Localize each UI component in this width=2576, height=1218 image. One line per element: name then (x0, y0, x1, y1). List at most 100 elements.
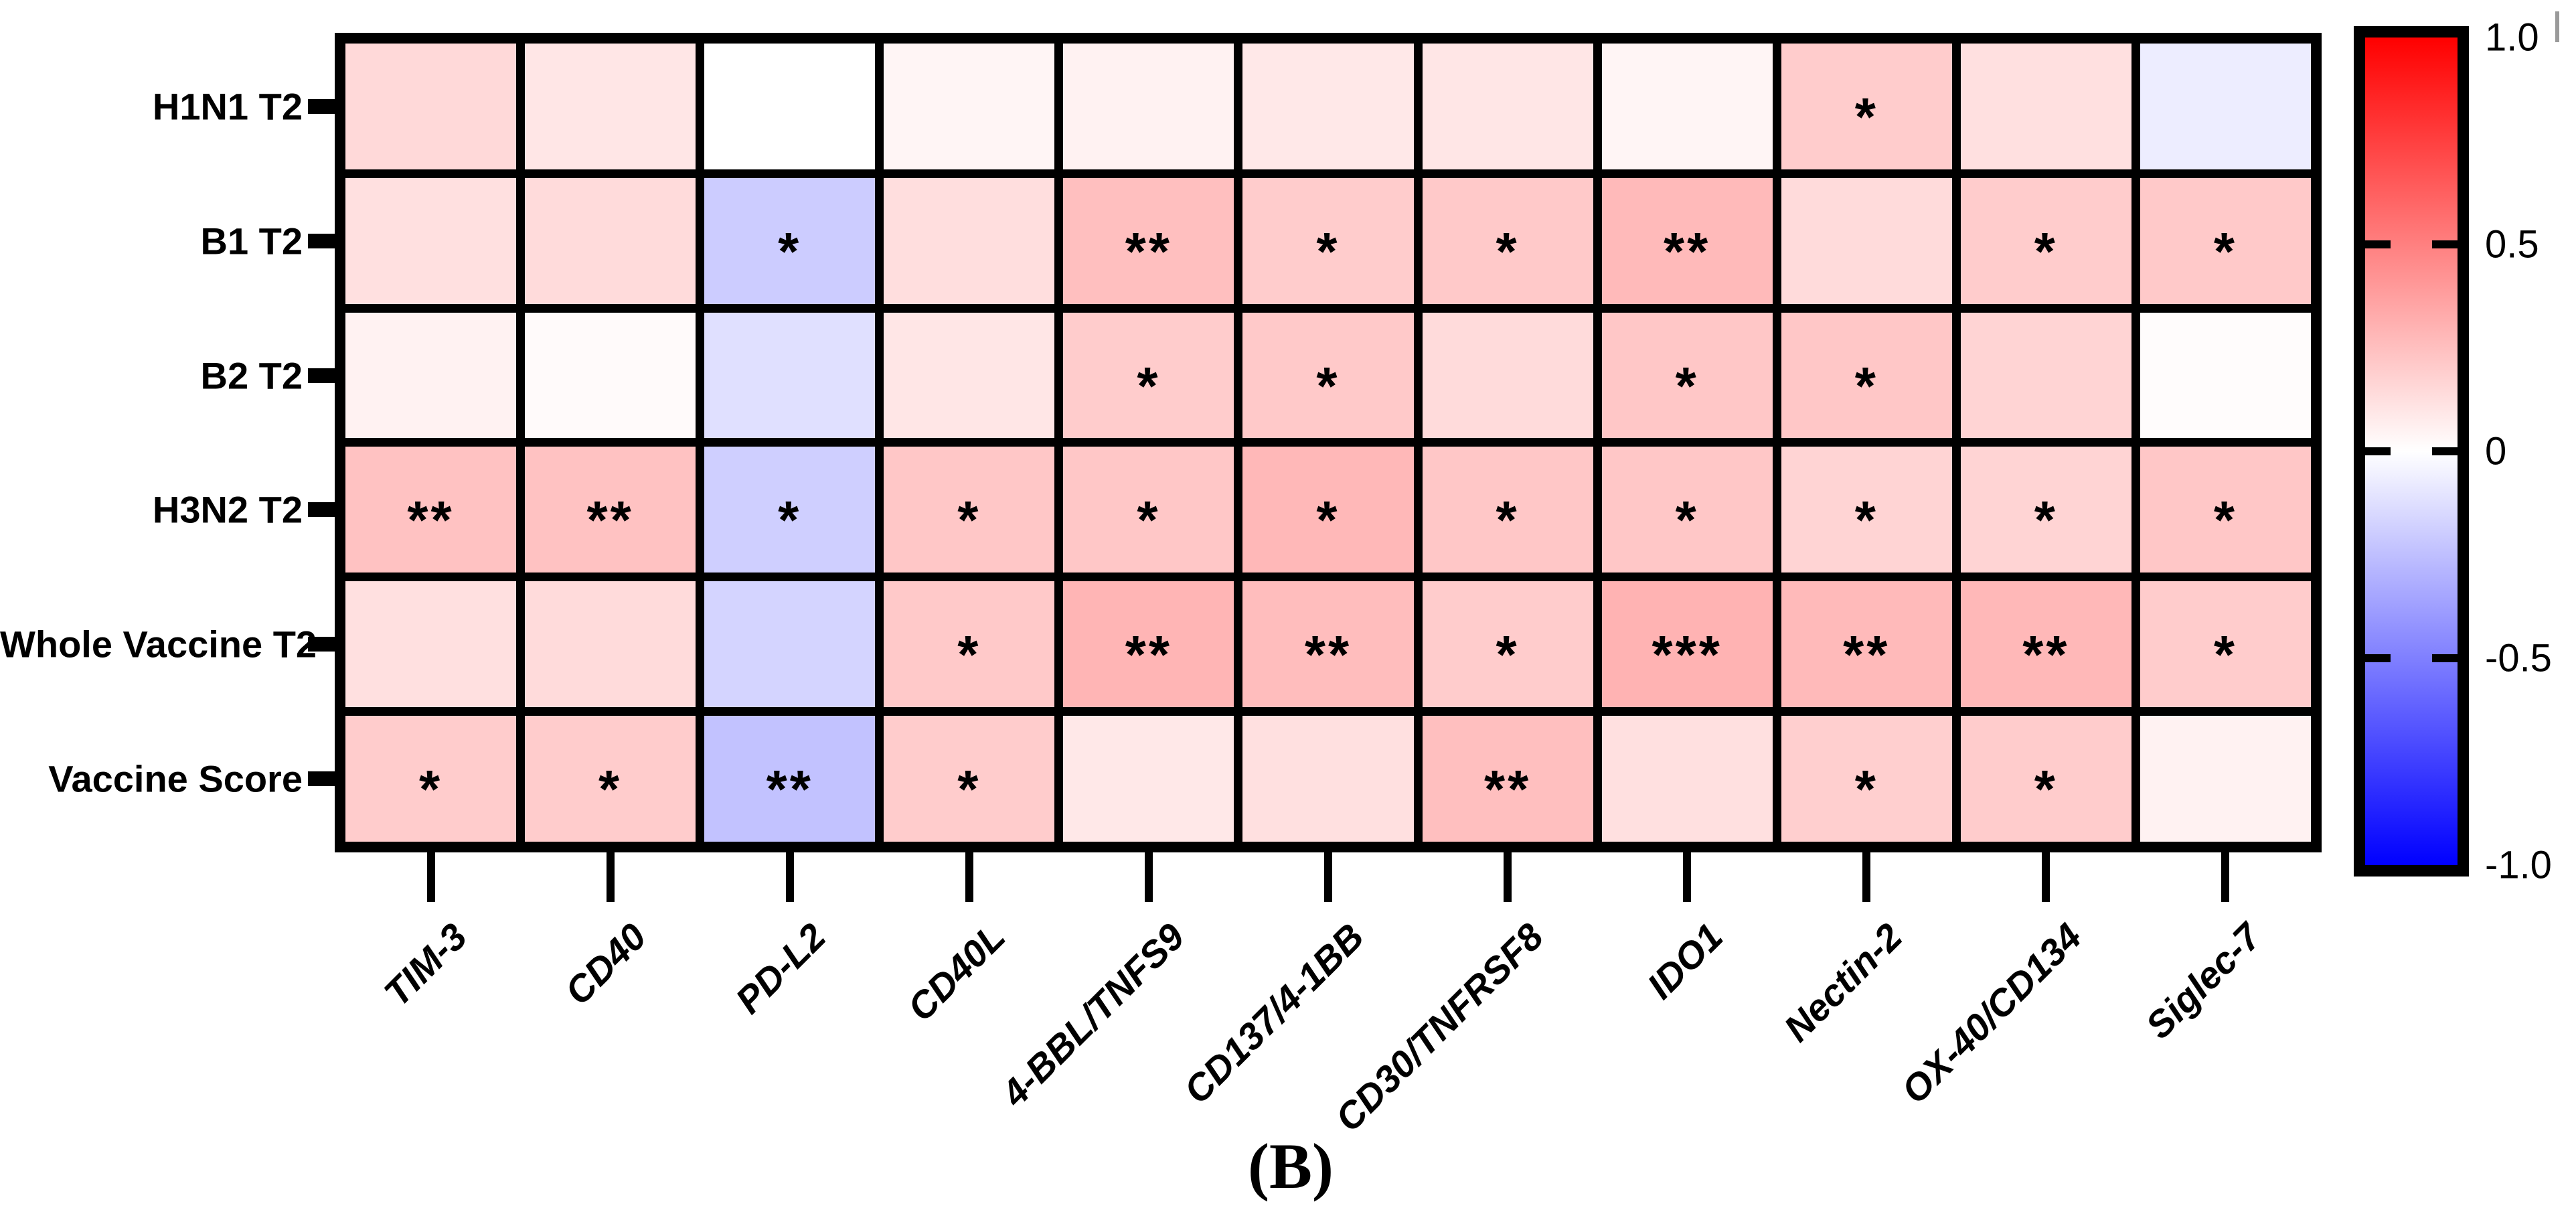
y-tick (308, 368, 336, 383)
colorbar-tick-label: 0 (2485, 429, 2507, 473)
x-tick (1683, 852, 1692, 902)
heatmap-cell (525, 312, 696, 439)
heatmap-cell: ** (1781, 581, 1952, 708)
colorbar (2354, 26, 2469, 877)
colorbar-tick-label: 0.5 (2485, 222, 2539, 267)
x-tick (965, 852, 973, 902)
x-axis-label: OX-40/CD134 (1893, 915, 2090, 1112)
x-tick (1504, 852, 1512, 902)
heatmap-cell: * (1960, 716, 2131, 842)
heatmap-cell: * (884, 447, 1055, 573)
x-axis-label: IDO1 (1639, 915, 1731, 1007)
heatmap-cell: ** (525, 447, 696, 573)
heatmap-cell (884, 312, 1055, 439)
y-axis-label: B2 T2 (200, 354, 303, 397)
y-tick (308, 233, 336, 248)
colorbar-tick-notch (2365, 654, 2391, 662)
heatmap-cell (884, 177, 1055, 304)
heatmap-cell (704, 312, 876, 439)
heatmap-cell (1601, 716, 1773, 842)
heatmap-cell (1960, 44, 2131, 169)
heatmap-grid: * * ** * * ** * * * * * * ** ** * * * * * * * * * * ** ** * *** ** **… (335, 33, 2322, 852)
x-axis-label: TIM-3 (375, 915, 475, 1014)
y-tick (308, 771, 336, 787)
heatmap-cell: * (2140, 581, 2311, 708)
y-tick (308, 502, 336, 518)
heatmap-cell: ** (1601, 177, 1773, 304)
heatmap-cell: * (1781, 44, 1952, 169)
x-tick (2221, 852, 2230, 902)
heatmap-cell: * (1422, 581, 1593, 708)
heatmap-cell: * (1242, 177, 1414, 304)
heatmap-cell (345, 581, 517, 708)
heatmap-cell (1781, 177, 1952, 304)
heatmap-cell: * (1601, 447, 1773, 573)
x-tick (1144, 852, 1153, 902)
heatmap-cell: *** (1601, 581, 1773, 708)
heatmap-cell: * (2140, 447, 2311, 573)
heatmap-cell: * (345, 716, 517, 842)
x-tick (426, 852, 435, 902)
x-axis-label: PD-L2 (727, 915, 833, 1022)
heatmap-cell: * (1242, 447, 1414, 573)
heatmap-cell (1960, 312, 2131, 439)
heatmap-cell (704, 581, 876, 708)
heatmap-cell: * (1960, 447, 2131, 573)
x-axis-label: CD40 (556, 915, 654, 1013)
y-axis-label: H3N2 T2 (152, 488, 303, 531)
y-axis-label: H1N1 T2 (152, 85, 303, 128)
heatmap-cell: ** (1063, 581, 1234, 708)
colorbar-tick-notch (2365, 240, 2391, 248)
heatmap-cell (1242, 44, 1414, 169)
heatmap-cell (1063, 44, 1234, 169)
heatmap-cell (1601, 44, 1773, 169)
heatmap-cell: * (1242, 312, 1414, 439)
heatmap-cell: ** (1960, 581, 2131, 708)
colorbar-tick-label: 1.0 (2485, 15, 2539, 60)
x-axis-label: Nectin-2 (1775, 915, 1911, 1050)
heatmap-cell: * (704, 177, 876, 304)
heatmap-cell: * (1422, 177, 1593, 304)
x-tick (1324, 852, 1332, 902)
heatmap-cell: ** (1422, 716, 1593, 842)
heatmap-cell: * (1601, 312, 1773, 439)
colorbar-tick-notch (2432, 447, 2458, 455)
heatmap-cell: * (884, 716, 1055, 842)
heatmap-cell (2140, 312, 2311, 439)
heatmap-cell (884, 44, 1055, 169)
colorbar-tick-notch (2432, 240, 2458, 248)
heatmap-cell: ** (1242, 581, 1414, 708)
heatmap-cell (345, 312, 517, 439)
heatmap-cell: ** (345, 447, 517, 573)
heatmap-cell: * (2140, 177, 2311, 304)
x-tick (606, 852, 615, 902)
heatmap-cell: * (1781, 312, 1952, 439)
heatmap-cell (345, 44, 517, 169)
heatmap-cell: * (1063, 312, 1234, 439)
heatmap-cell (1063, 716, 1234, 842)
x-tick (785, 852, 794, 902)
heatmap-cell: * (1960, 177, 2131, 304)
x-axis-label: CD137/4-1BB (1176, 915, 1372, 1112)
x-tick (1862, 852, 1871, 902)
heatmap-cell: * (525, 716, 696, 842)
heatmap-cell: * (1063, 447, 1234, 573)
heatmap-cell: * (704, 447, 876, 573)
heatmap-cell: * (884, 581, 1055, 708)
heatmap-cell: ** (704, 716, 876, 842)
crop-artifact-mark (2555, 11, 2559, 42)
colorbar-tick-label: -0.5 (2485, 636, 2552, 680)
heatmap-cell: * (1422, 447, 1593, 573)
heatmap-cell (1422, 312, 1593, 439)
y-axis-label: Whole Vaccine T2 (0, 623, 317, 666)
heatmap-cell (525, 177, 696, 304)
x-tick (2042, 852, 2050, 902)
heatmap-cell (2140, 44, 2311, 169)
x-axis-label: 4-BBL/TNFS9 (993, 915, 1193, 1115)
y-tick (308, 637, 336, 652)
x-axis-label: Siglec-7 (2138, 915, 2269, 1047)
x-axis-label: CD40L (899, 915, 1014, 1029)
panel-caption: (B) (1248, 1130, 1334, 1202)
heatmap-cell: * (1781, 716, 1952, 842)
